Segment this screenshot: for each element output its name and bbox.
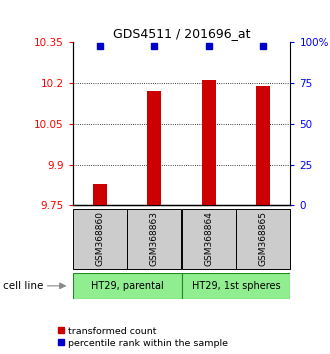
Bar [148, 91, 161, 205]
Text: GSM368864: GSM368864 [204, 211, 213, 267]
Bar [73, 209, 127, 269]
Bar [93, 184, 107, 205]
Text: HT29, 1st spheres: HT29, 1st spheres [192, 281, 280, 291]
Text: GSM368865: GSM368865 [259, 211, 268, 267]
Bar [182, 209, 236, 269]
Text: GSM368860: GSM368860 [95, 211, 104, 267]
Text: HT29, parental: HT29, parental [91, 281, 163, 291]
Bar [236, 209, 290, 269]
Bar [256, 86, 270, 205]
Text: cell line: cell line [3, 281, 44, 291]
Bar [73, 273, 182, 299]
Text: GSM368863: GSM368863 [150, 211, 159, 267]
Bar [182, 273, 290, 299]
Legend: transformed count, percentile rank within the sample: transformed count, percentile rank withi… [57, 327, 228, 348]
Bar [202, 80, 215, 205]
Title: GDS4511 / 201696_at: GDS4511 / 201696_at [113, 27, 250, 40]
Bar [127, 209, 182, 269]
